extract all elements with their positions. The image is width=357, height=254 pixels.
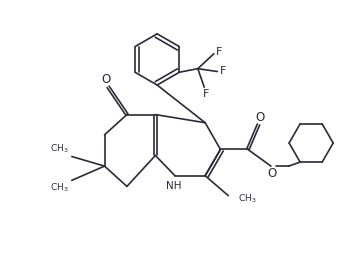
Text: F: F [216, 47, 222, 57]
Text: F: F [220, 66, 226, 76]
Text: O: O [102, 73, 111, 86]
Text: O: O [256, 111, 265, 124]
Text: CH$_3$: CH$_3$ [50, 143, 69, 155]
Text: CH$_3$: CH$_3$ [50, 182, 69, 194]
Text: CH$_3$: CH$_3$ [238, 193, 257, 205]
Text: NH: NH [166, 181, 182, 191]
Text: F: F [203, 89, 209, 99]
Text: O: O [267, 167, 277, 180]
